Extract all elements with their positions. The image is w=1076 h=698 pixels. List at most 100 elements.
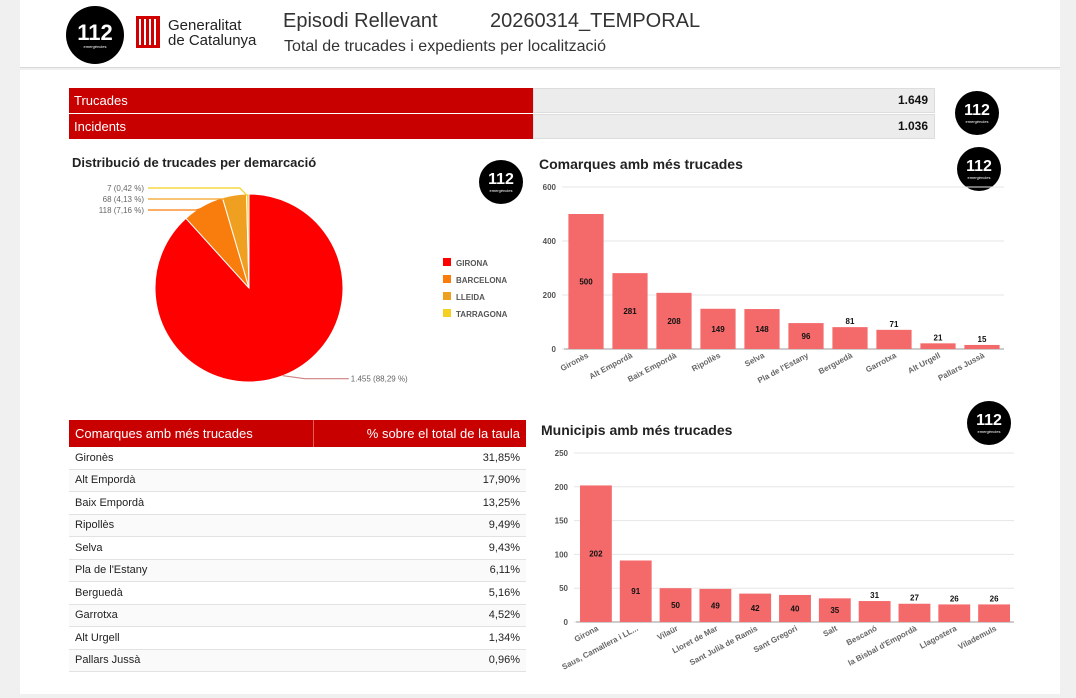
bar-value-label: 96 [802, 332, 811, 341]
table-cell-percent: 13,25% [313, 491, 526, 515]
legend-label: GIRONA [456, 259, 488, 268]
logo-112-number: 112 [966, 157, 992, 175]
y-tick-label: 250 [555, 449, 569, 458]
table-cell-comarca: Selva [69, 536, 314, 560]
x-tick-label: Berguedà [817, 351, 854, 377]
legend-swatch [443, 258, 451, 266]
x-tick-label: Girona [573, 624, 600, 644]
table-cell-comarca: Pla de l'Estany [69, 559, 314, 582]
bar [898, 603, 931, 622]
bar [744, 309, 780, 349]
summary-row-incidents: Incidents 1.036 [69, 114, 935, 139]
x-tick-label: Ripollès [690, 351, 722, 374]
table-header-percent: % sobre el total de la taula [312, 420, 526, 447]
page-subtitle: Total de trucades i expedients per local… [284, 38, 606, 55]
y-tick-label: 200 [555, 483, 569, 492]
table-cell-percent: 6,11% [313, 559, 526, 582]
bar-value-label: 281 [623, 307, 637, 316]
municipis-chart-title: Municipis amb més trucades [541, 422, 733, 438]
y-tick-label: 100 [555, 550, 569, 559]
bar [700, 308, 736, 349]
x-tick-label: Saus, Camallera i LL... [560, 624, 639, 672]
bar [779, 594, 811, 622]
bar [612, 273, 648, 349]
comarques-table: Comarques amb més trucades % sobre el to… [69, 420, 526, 672]
table-row: Garrotxa 4,52% [69, 604, 526, 627]
logo-112: 112 emergències [66, 6, 124, 64]
pie-data-label: 1.455 (88,29 %) [351, 375, 408, 384]
pie-leader-line [282, 375, 349, 380]
bar-value-label: 149 [711, 325, 725, 334]
bar [876, 329, 912, 349]
x-tick-label: la Bisbal d'Empordà [847, 624, 919, 668]
x-tick-label: Sant Julià de Ramis [688, 624, 759, 668]
logo-112-sub: emergències [83, 43, 107, 49]
x-tick-label: Salt [822, 624, 839, 639]
generalitat-logo-icon [136, 16, 160, 48]
bar [978, 604, 1011, 622]
bar [832, 327, 868, 349]
pie-leader-line [148, 187, 249, 197]
x-tick-label: Bescanó [845, 624, 879, 648]
table-cell-percent: 1,34% [313, 626, 526, 650]
logo-112-small: 112 emergències [479, 160, 523, 204]
logo-112-number: 112 [488, 170, 514, 188]
x-tick-label: Alt Urgell [906, 351, 942, 376]
legend-label: TARRAGONA [456, 310, 508, 319]
logo-112-small: 112 emergències [957, 147, 1001, 191]
logo-112-number: 112 [964, 101, 990, 119]
table-cell-percent: 9,49% [313, 514, 526, 537]
table-cell-percent: 4,52% [313, 604, 526, 627]
pie-data-label: 68 (4,13 %) [103, 195, 145, 204]
x-tick-label: Selva [743, 351, 766, 369]
table-row: Baix Empordà 13,25% [69, 491, 526, 515]
table-cell-percent: 31,85% [313, 447, 526, 470]
bar-value-label: 31 [870, 591, 879, 600]
logo-112-number: 112 [77, 19, 113, 45]
x-tick-label: Garrotxa [864, 351, 898, 375]
pie-data-label: 118 (7,16 %) [99, 206, 145, 215]
y-tick-label: 150 [555, 517, 569, 526]
logo-112-sub: emergències [489, 187, 513, 193]
y-tick-label: 400 [543, 237, 557, 246]
y-tick-label: 0 [552, 345, 557, 354]
bar-value-label: 42 [751, 604, 760, 613]
bar-value-label: 71 [890, 320, 899, 329]
y-tick-label: 600 [543, 183, 557, 192]
bar [858, 601, 891, 622]
bar [818, 598, 851, 622]
bar-value-label: 35 [830, 606, 839, 615]
x-tick-label: Vilaür [656, 624, 680, 642]
header-bar [20, 0, 1060, 68]
bar-value-label: 148 [755, 325, 769, 334]
table-cell-comarca: Berguedà [69, 581, 314, 605]
bar-value-label: 21 [934, 333, 943, 342]
table-cell-comarca: Baix Empordà [69, 491, 314, 515]
table-row: Alt Urgell 1,34% [69, 626, 526, 650]
x-tick-label: Sant Gregori [752, 624, 799, 655]
table-row: Alt Empordà 17,90% [69, 469, 526, 492]
bar-value-label: 27 [910, 594, 919, 603]
summary-value: 1.649 [533, 88, 935, 113]
table-row: Pla de l'Estany 6,11% [69, 559, 526, 582]
table-cell-comarca: Alt Urgell [69, 626, 314, 650]
summary-row-trucades: Trucades 1.649 [69, 88, 935, 113]
bar-value-label: 50 [671, 601, 680, 610]
logo-112-number: 112 [976, 411, 1002, 429]
bar-value-label: 208 [667, 317, 681, 326]
y-tick-label: 200 [543, 291, 557, 300]
bar-value-label: 91 [631, 587, 640, 596]
bar [920, 343, 956, 349]
summary-label: Trucades [69, 88, 533, 113]
legend-swatch [443, 292, 451, 300]
y-tick-label: 0 [564, 618, 569, 627]
gov-line1: Generalitat [168, 17, 242, 34]
generalitat-name: Generalitat de Catalunya [168, 18, 256, 48]
table-row: Selva 9,43% [69, 536, 526, 560]
x-tick-label: Baix Empordà [626, 351, 678, 384]
table-cell-comarca: Pallars Jussà [69, 649, 314, 672]
pie-chart: 1.455 (88,29 %) 7 (0,42 %) 68 (4,13 %) 118 … [99, 184, 508, 384]
legend-swatch [443, 309, 451, 317]
table-cell-percent: 0,96% [313, 649, 526, 672]
logo-112-small: 112 emergències [967, 401, 1011, 445]
